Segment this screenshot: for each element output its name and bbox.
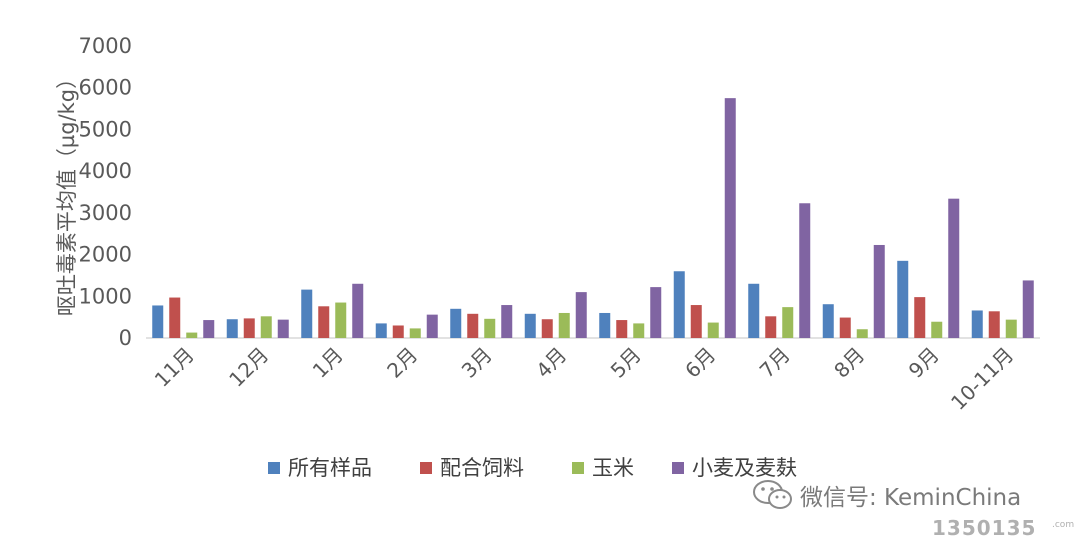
- watermark: 微信号: KeminChina: [752, 478, 1021, 512]
- bar: [450, 308, 462, 338]
- watermark-text: 微信号: KeminChina: [800, 485, 1022, 511]
- bar: [873, 244, 885, 338]
- bar: [748, 283, 760, 338]
- bar: [839, 317, 851, 338]
- y-tick-label: 0: [119, 326, 132, 350]
- y-tick-label: 1000: [79, 284, 132, 308]
- bar: [782, 307, 794, 338]
- watermark-suffix: .com: [1052, 520, 1075, 530]
- bar: [484, 318, 496, 338]
- bar: [690, 305, 702, 338]
- x-tick-label: 4月: [531, 343, 571, 383]
- legend: 所有样品 配合饲料 玉米 小麦及麦麸: [268, 456, 797, 480]
- y-tick-label: 3000: [79, 201, 132, 225]
- x-tick-label: 9月: [904, 343, 944, 383]
- bar: [988, 311, 1000, 338]
- bar: [1022, 280, 1034, 338]
- bar: [352, 283, 364, 338]
- bar: [724, 98, 736, 339]
- y-axis-ticks: 0 1000 2000 3000 4000 5000 6000 7000: [79, 34, 132, 350]
- watermark-number: 1350135: [932, 516, 1037, 540]
- y-tick-label: 7000: [79, 34, 132, 58]
- y-axis-label: 呕吐毒素平均值（µg/kg）: [55, 68, 79, 316]
- bar: [152, 305, 164, 338]
- legend-label: 配合饲料: [440, 456, 524, 480]
- x-tick-label: 8月: [829, 343, 869, 383]
- bar: [707, 322, 719, 338]
- y-axis-label-group: 呕吐毒素平均值（µg/kg）: [55, 68, 79, 316]
- y-tick-label: 5000: [79, 117, 132, 141]
- bar: [203, 320, 215, 338]
- bar: [931, 321, 943, 338]
- x-tick-label: 5月: [606, 343, 646, 383]
- legend-swatch: [268, 462, 280, 474]
- x-axis-ticks: 11月 12月 1月 2月 3月 4月 5月 6月 7月 8月 9月 10-11月: [150, 343, 1019, 415]
- y-tick-label: 2000: [79, 243, 132, 267]
- y-tick-label: 6000: [79, 76, 132, 100]
- x-tick-label: 12月: [224, 343, 273, 392]
- x-tick-label: 1月: [308, 343, 348, 383]
- legend-label: 玉米: [592, 456, 634, 480]
- bar: [599, 312, 611, 338]
- bar: [335, 302, 347, 338]
- x-tick-label: 6月: [680, 343, 720, 383]
- bar: [575, 292, 587, 338]
- bar: [897, 260, 909, 338]
- bar: [541, 319, 553, 338]
- x-tick-label: 3月: [457, 343, 497, 383]
- y-tick-label: 4000: [79, 159, 132, 183]
- bar: [822, 304, 834, 338]
- bar: [318, 306, 330, 338]
- legend-label: 小麦及麦麸: [692, 456, 797, 480]
- bar: [650, 287, 662, 338]
- bar: [409, 328, 421, 338]
- bar: [277, 319, 289, 338]
- bar: [633, 323, 645, 338]
- wechat-icon: [753, 480, 792, 509]
- bar: [301, 289, 313, 338]
- bar: [501, 305, 513, 338]
- x-tick-label: 7月: [755, 343, 795, 383]
- bar: [914, 297, 926, 338]
- bar: [799, 203, 811, 338]
- bar: [260, 316, 272, 338]
- legend-label: 所有样品: [288, 456, 372, 480]
- bar: [948, 198, 960, 338]
- bar: [375, 323, 387, 338]
- bar: [524, 313, 536, 338]
- bar: [243, 318, 255, 338]
- bar: [673, 271, 685, 338]
- bar: [971, 310, 983, 338]
- bar: [1005, 319, 1017, 338]
- bars-group: [152, 98, 1034, 339]
- bar: [856, 329, 868, 338]
- bar: [616, 320, 628, 338]
- bar: [765, 316, 777, 338]
- bar: [426, 314, 438, 338]
- bar: [169, 297, 181, 338]
- bar: [467, 313, 479, 338]
- bar: [226, 319, 238, 338]
- x-tick-label: 11月: [150, 343, 199, 392]
- legend-swatch: [572, 462, 584, 474]
- legend-swatch: [672, 462, 684, 474]
- bar: [186, 332, 198, 338]
- bar: [558, 312, 570, 338]
- x-tick-label: 10-11月: [946, 343, 1018, 415]
- x-tick-label: 2月: [382, 343, 422, 383]
- legend-swatch: [420, 462, 432, 474]
- bar: [392, 325, 404, 338]
